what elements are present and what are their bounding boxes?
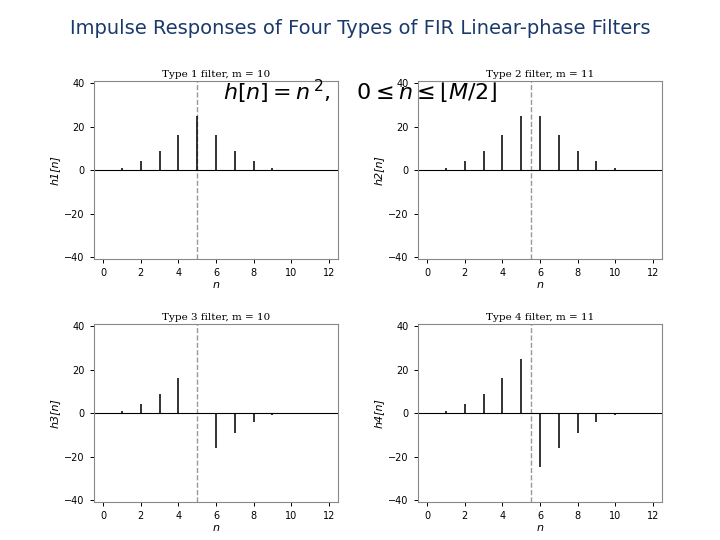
X-axis label: n: n bbox=[536, 280, 544, 289]
X-axis label: n: n bbox=[212, 523, 220, 532]
Y-axis label: h3[n]: h3[n] bbox=[50, 398, 60, 428]
Title: Type 4 filter, m = 11: Type 4 filter, m = 11 bbox=[486, 313, 594, 322]
Title: Type 1 filter, m = 10: Type 1 filter, m = 10 bbox=[162, 70, 270, 79]
Y-axis label: h1[n]: h1[n] bbox=[50, 155, 60, 185]
Text: Impulse Responses of Four Types of FIR Linear-phase Filters: Impulse Responses of Four Types of FIR L… bbox=[70, 19, 650, 38]
Title: Type 3 filter, m = 10: Type 3 filter, m = 10 bbox=[162, 313, 270, 322]
Y-axis label: h4[n]: h4[n] bbox=[374, 398, 384, 428]
Title: Type 2 filter, m = 11: Type 2 filter, m = 11 bbox=[486, 70, 594, 79]
X-axis label: n: n bbox=[536, 523, 544, 532]
X-axis label: n: n bbox=[212, 280, 220, 289]
Y-axis label: h2[n]: h2[n] bbox=[374, 155, 384, 185]
Text: $h[n] = n^{\,2},$   $0 \leq n \leq \lfloor M/2 \rfloor$: $h[n] = n^{\,2},$ $0 \leq n \leq \lfloor… bbox=[223, 78, 497, 106]
